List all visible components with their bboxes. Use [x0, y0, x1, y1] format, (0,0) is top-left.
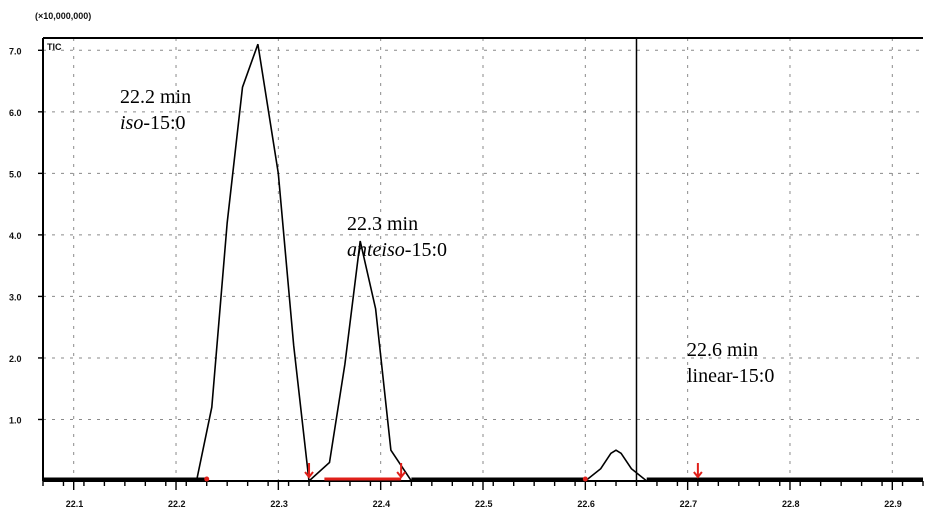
annotation-anteiso-time: 22.3 min — [347, 213, 418, 235]
annotation-iso-time: 22.2 min — [120, 86, 191, 108]
annotation-iso-name: iso-15:0 — [120, 112, 186, 134]
annotation-linear-time: 22.6 min — [687, 339, 758, 361]
tic-label: TIC — [47, 42, 62, 52]
integration-arrow — [304, 463, 314, 479]
annotation-anteiso-prefix: anteiso — [347, 239, 405, 261]
y-tick-label: 3.0 — [9, 292, 22, 302]
y-tick-label: 6.0 — [9, 108, 22, 118]
x-tick-label: 22.6 — [577, 499, 595, 509]
x-tick-label: 22.2 — [168, 499, 186, 509]
annotation-anteiso: 22.3 min anteiso-15:0 — [347, 213, 447, 261]
y-tick-label: 2.0 — [9, 354, 22, 364]
integration-marks — [204, 463, 703, 482]
x-tick-label: 22.1 — [66, 499, 84, 509]
y-ticks: 1.0 2.0 3.0 4.0 5.0 6.0 7.0 — [9, 46, 43, 425]
y-tick-label: 5.0 — [9, 169, 22, 179]
trace-layer — [43, 38, 923, 483]
y-tick-label: 7.0 — [9, 46, 22, 56]
x-tick-label: 22.5 — [475, 499, 493, 509]
annotation-anteiso-name: anteiso-15:0 — [347, 239, 447, 261]
x-tick-label: 22.3 — [270, 499, 288, 509]
x-tick-label: 22.4 — [373, 499, 391, 509]
annotation-iso-suffix: -15:0 — [143, 112, 185, 134]
annotation-linear: 22.6 min linear-15:0 — [687, 339, 774, 387]
integration-dot — [204, 476, 210, 482]
annotation-linear-name: linear-15:0 — [687, 365, 774, 387]
trace-line — [43, 43, 923, 483]
annotation-iso: 22.2 min iso-15:0 — [120, 86, 191, 134]
y-tick-label: 1.0 — [9, 415, 22, 425]
annotation-iso-prefix: iso — [120, 112, 143, 134]
integration-arrow — [693, 463, 703, 479]
x-tick-label: 22.8 — [782, 499, 800, 509]
integration-arrow — [396, 463, 406, 479]
annotation-anteiso-suffix: -15:0 — [405, 239, 447, 261]
grid-lines — [43, 38, 923, 481]
y-tick-label: 4.0 — [9, 231, 22, 241]
y-unit-label: (×10,000,000) — [35, 11, 91, 21]
x-tick-label: 22.7 — [680, 499, 698, 509]
integration-dot — [582, 476, 588, 482]
x-ticks: 22.1 22.2 22.3 22.4 22.5 22.6 22.7 22.8 22.9 — [42, 481, 924, 509]
x-tick-label: 22.9 — [884, 499, 902, 509]
